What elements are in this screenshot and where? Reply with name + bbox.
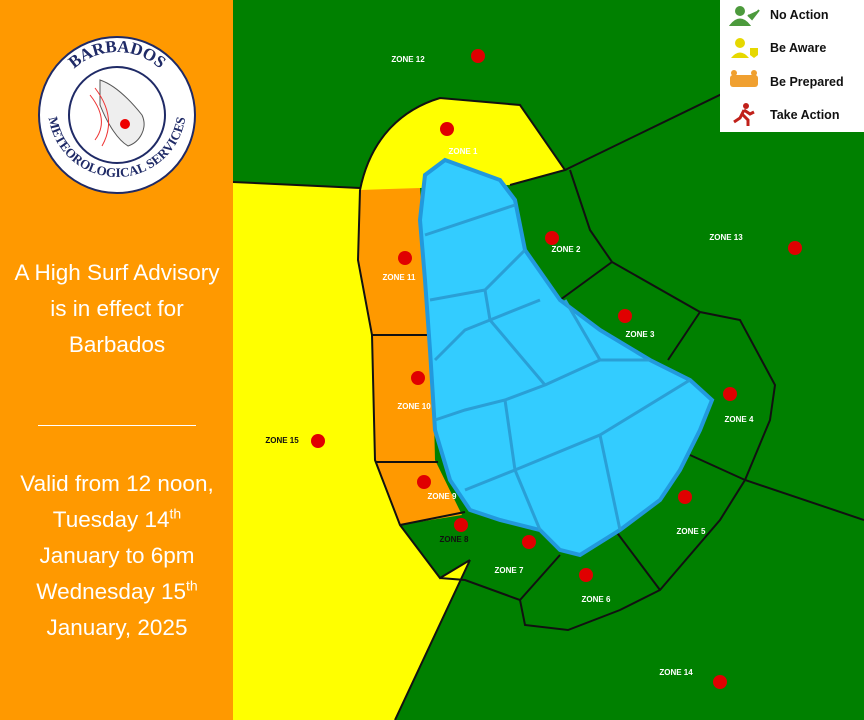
legend-icon: [733, 108, 755, 126]
validity-sup: th: [186, 577, 198, 594]
zone-yellow: [233, 182, 470, 720]
legend-label: Be Aware: [770, 41, 827, 55]
side-panel: BARBADOS METEOROLOGICAL SERVICES A High …: [0, 0, 233, 720]
zone-label: ZONE 2: [552, 245, 581, 254]
zone-label: ZONE 3: [626, 330, 655, 339]
validity-text: January to 6pm Wednesday 15: [36, 543, 195, 604]
zone-marker: [398, 251, 412, 265]
legend-label: No Action: [770, 8, 829, 22]
logo-island: [99, 79, 145, 147]
legend-icon: [735, 38, 745, 48]
validity-text: January, 2025: [46, 615, 188, 640]
zone-marker: [545, 231, 559, 245]
zone-marker: [618, 309, 632, 323]
legend-icon: [751, 70, 757, 76]
zone-label: ZONE 5: [677, 527, 706, 536]
legend: No Action Be Aware Be Prepared Take Acti…: [720, 0, 864, 132]
zone-marker: [579, 568, 593, 582]
zone-label: ZONE 13: [709, 233, 743, 242]
zone-marker: [440, 122, 454, 136]
zone-borders: [233, 24, 864, 720]
zone-label: ZONE 12: [391, 55, 425, 64]
divider: [38, 425, 196, 426]
zone-label: ZONE 10: [397, 402, 431, 411]
zone-marker: [417, 475, 431, 489]
legend-icon: [750, 48, 758, 58]
zone-marker: [471, 49, 485, 63]
advisory: A High Surf Advisory is in effect for Ba…: [14, 260, 220, 357]
validity-text: Valid from 12 noon, Tuesday 14: [20, 471, 214, 532]
zone-orange: [358, 188, 462, 525]
legend-icon: [731, 70, 737, 76]
zone-marker: [411, 371, 425, 385]
zone-marker: [522, 535, 536, 549]
validity: Valid from 12 noon, Tuesday 14th January…: [12, 466, 222, 646]
zone-label: ZONE 14: [659, 668, 693, 677]
zone-label: ZONE 11: [383, 273, 416, 282]
parish-lines: [424, 203, 691, 531]
zone-label: ZONE 9: [428, 492, 457, 501]
legend-label: Take Action: [770, 108, 840, 122]
logo: BARBADOS METEOROLOGICAL SERVICES: [38, 36, 196, 194]
legend-icon: [735, 6, 745, 16]
legend-icon: [731, 52, 749, 58]
zone-marker: [678, 490, 692, 504]
zone-marker: [723, 387, 737, 401]
validity-sup: th: [169, 505, 182, 522]
zone-marker: [713, 675, 727, 689]
zone-label: ZONE 7: [495, 566, 524, 575]
legend-icon: [743, 103, 749, 109]
legend-label: Be Prepared: [770, 75, 844, 89]
legend-icon: [728, 9, 760, 26]
zone-label: ZONE 8: [440, 535, 469, 544]
logo-isobars: [89, 87, 110, 147]
legend-icon: [730, 75, 758, 87]
zone-label: ZONE 4: [725, 415, 754, 424]
zone-1: [360, 98, 565, 190]
zone-marker: [311, 434, 325, 448]
zone-label: ZONE 15: [265, 436, 299, 445]
zone-label: ZONE 6: [582, 595, 611, 604]
zone-label: ZONE 1: [449, 147, 478, 156]
legend-icons: [728, 6, 760, 126]
zone-marker: [788, 241, 802, 255]
zone-marker: [454, 518, 468, 532]
logo-storm: [120, 119, 130, 129]
